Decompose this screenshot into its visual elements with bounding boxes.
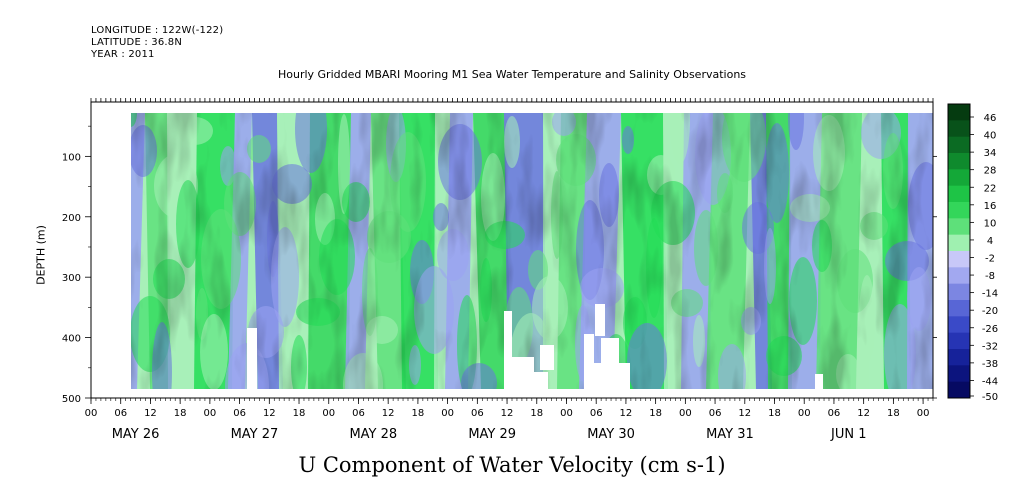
colorbar-label: -14 <box>982 289 998 300</box>
colorbar-label: 10 <box>984 218 997 229</box>
x-hour-label: 12 <box>382 408 395 419</box>
x-hour-label: 00 <box>560 408 573 419</box>
x-hour-label: 12 <box>738 408 751 419</box>
colorbar-label: -20 <box>982 306 998 317</box>
colorbar-segment <box>948 381 970 399</box>
colorbar-label: -8 <box>985 271 995 282</box>
missing-data <box>540 345 554 370</box>
x-hour-label: 06 <box>828 408 841 419</box>
missing-data <box>590 363 630 389</box>
missing-data <box>584 334 594 389</box>
colorbar-segment <box>948 283 970 301</box>
colorbar-label: -38 <box>982 359 998 370</box>
x-hour-label: 18 <box>412 408 425 419</box>
longitude-label: LONGITUDE : 122W(-122) <box>91 25 224 36</box>
colorbar-segment <box>948 104 970 121</box>
x-hour-label: 00 <box>917 408 930 419</box>
colorbar-segment <box>948 234 970 252</box>
x-hour-label: 18 <box>293 408 306 419</box>
colorbar-frame <box>947 103 971 399</box>
x-hour-label: 00 <box>798 408 811 419</box>
axes: 00 06 12 18 00 06 12 18 00 06 12 18 00 06 12 18 00 06 12 18… <box>62 98 937 442</box>
colorbar-segment <box>948 349 970 366</box>
colorbar-label: -26 <box>982 324 998 335</box>
missing-data <box>601 338 619 363</box>
heatmap-body <box>131 113 933 389</box>
colorbar-segment <box>948 136 970 154</box>
colorbar-segment <box>948 218 970 236</box>
x-day-label: MAY 28 <box>349 427 397 442</box>
x-hour-label: 06 <box>709 408 722 419</box>
x-hour-label: 06 <box>233 408 246 419</box>
missing-data <box>508 357 534 389</box>
x-hour-label: 12 <box>857 408 870 419</box>
x-day-label: MAY 29 <box>468 427 516 442</box>
x-hour-label: 06 <box>471 408 484 419</box>
x-day-label: MAY 30 <box>587 427 635 442</box>
colorbar-segment <box>948 332 970 350</box>
colorbar-segment <box>948 300 970 317</box>
x-hour-label: 18 <box>174 408 187 419</box>
x-day-label: MAY 26 <box>112 427 160 442</box>
heatmap-noise <box>131 113 933 389</box>
y-tick-label: 500 <box>62 394 81 405</box>
x-hour-label: 00 <box>441 408 454 419</box>
colorbar-segment <box>948 251 970 268</box>
colorbar-label: 34 <box>984 148 997 159</box>
x-hour-label: 12 <box>263 408 276 419</box>
colorbar-segment <box>948 120 970 138</box>
x-day-label: JUN 1 <box>830 427 866 442</box>
missing-data <box>247 328 257 389</box>
x-hour-label: 06 <box>590 408 603 419</box>
missing-data <box>504 311 512 389</box>
y-tick-label: 100 <box>62 152 81 163</box>
x-axis-label: U Component of Water Velocity (cm s-1) <box>298 453 726 477</box>
heatmap-plot <box>131 113 933 389</box>
colorbar-segment <box>948 316 970 334</box>
x-hour-label: 12 <box>144 408 157 419</box>
x-hour-label: 06 <box>352 408 365 419</box>
latitude-label: LATITUDE : 36.8N <box>91 37 183 48</box>
x-day-label: MAY 31 <box>706 427 754 442</box>
colorbar-label: -2 <box>985 254 995 265</box>
x-hour-label: 18 <box>649 408 662 419</box>
colorbar-label: -50 <box>982 392 998 403</box>
colorbar-label: 16 <box>984 201 997 212</box>
colorbar-label: -32 <box>982 341 998 352</box>
x-hour-label: 00 <box>322 408 335 419</box>
chart-title: Hourly Gridded MBARI Mooring M1 Sea Wate… <box>277 68 747 81</box>
x-hour-label: 18 <box>530 408 543 419</box>
colorbar-label: 40 <box>984 131 997 142</box>
x-hour-label: 00 <box>204 408 217 419</box>
y-tick-label: 300 <box>62 273 81 284</box>
colorbar-segment <box>948 267 970 285</box>
colorbar-segment <box>948 153 970 170</box>
colorbar-label: 4 <box>987 236 993 247</box>
colorbar-label: 28 <box>984 166 997 177</box>
colorbar-segment <box>948 185 970 203</box>
y-tick-label: 200 <box>62 213 81 224</box>
colorbar-label: 46 <box>984 113 997 124</box>
x-hour-label: 12 <box>620 408 633 419</box>
year-label: YEAR : 2011 <box>91 49 155 60</box>
colorbar: 46 40 34 28 22 16 10 4 -2 -8 -14 -20 -26 -32 -38 -44 -50 <box>947 103 998 403</box>
x-hour-label: 06 <box>114 408 127 419</box>
x-hour-label: 18 <box>768 408 781 419</box>
colorbar-segment <box>948 169 970 187</box>
x-hour-label: 18 <box>887 408 900 419</box>
missing-data <box>534 372 548 389</box>
colorbar-segment <box>948 202 970 219</box>
x-day-label: MAY 27 <box>231 427 279 442</box>
y-tick-label: 400 <box>62 334 81 345</box>
x-hour-label: 00 <box>85 408 98 419</box>
x-hour-label: 00 <box>679 408 692 419</box>
colorbar-segment <box>948 365 970 383</box>
colorbar-label: -44 <box>982 376 998 387</box>
colorbar-label: 22 <box>984 183 997 194</box>
x-hour-label: 12 <box>501 408 514 419</box>
missing-data <box>595 304 605 336</box>
missing-data <box>815 374 823 389</box>
